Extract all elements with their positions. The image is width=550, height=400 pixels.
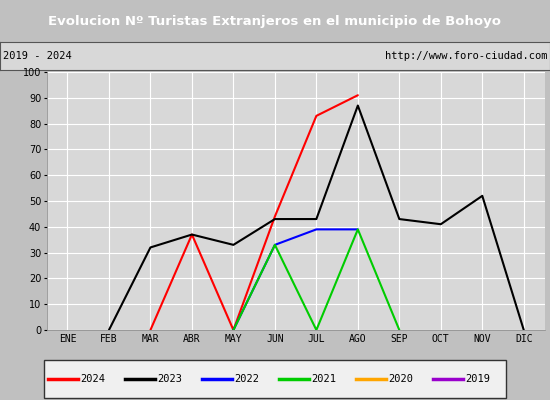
Text: 2023: 2023: [157, 374, 182, 384]
Text: 2022: 2022: [234, 374, 259, 384]
Text: 2020: 2020: [388, 374, 413, 384]
FancyBboxPatch shape: [44, 360, 506, 398]
Text: 2019: 2019: [465, 374, 490, 384]
Text: 2019 - 2024: 2019 - 2024: [3, 51, 72, 61]
Text: http://www.foro-ciudad.com: http://www.foro-ciudad.com: [385, 51, 547, 61]
Text: 2021: 2021: [311, 374, 336, 384]
Text: Evolucion Nº Turistas Extranjeros en el municipio de Bohoyo: Evolucion Nº Turistas Extranjeros en el …: [48, 14, 502, 28]
Text: 2024: 2024: [80, 374, 105, 384]
